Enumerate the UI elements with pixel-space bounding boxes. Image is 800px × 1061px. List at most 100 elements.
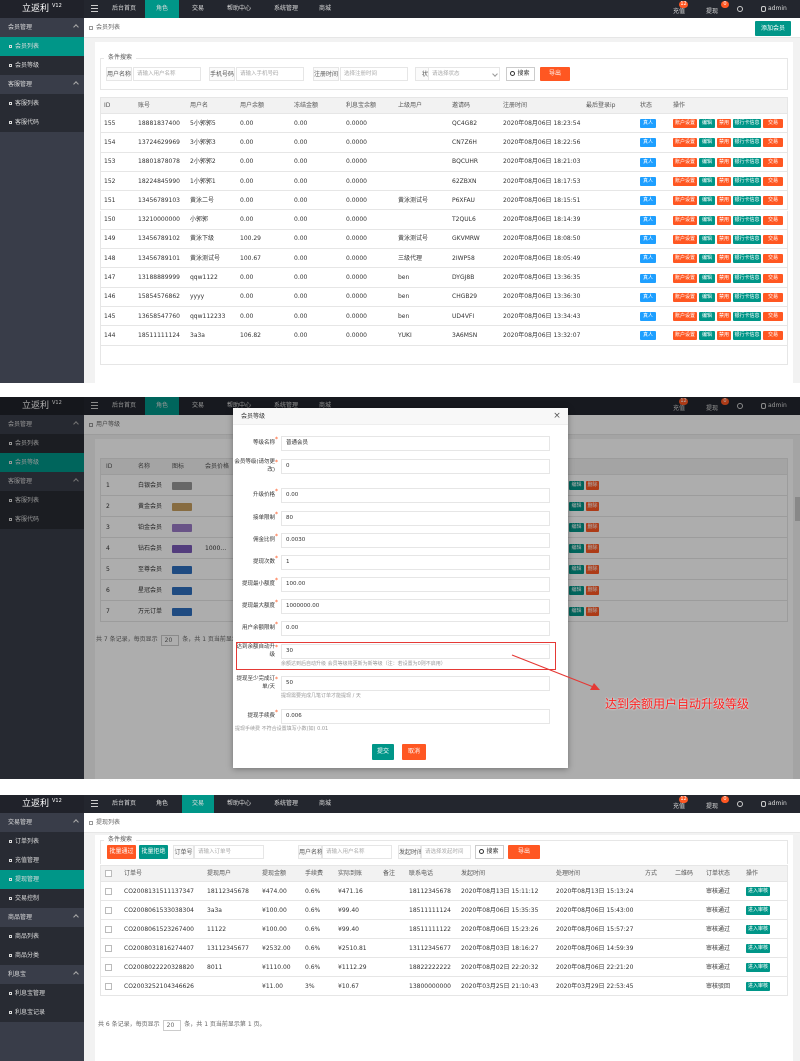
sidebar-item[interactable]: 利息宝管理 (0, 984, 84, 1003)
action-button[interactable]: 账户设置 (673, 273, 697, 283)
action-button[interactable]: 银行卡信息 (733, 331, 761, 341)
action-button[interactable]: 账户设置 (673, 312, 697, 322)
submit-button[interactable]: 提交 (372, 744, 394, 760)
refresh-icon[interactable] (737, 6, 743, 12)
sidebar-item[interactable]: 会员列表 (0, 37, 84, 56)
batch-approve-button[interactable]: 批量通过 (107, 845, 136, 859)
nav-item[interactable]: 系统管理 (273, 800, 298, 807)
sidebar-group[interactable]: 会员管理 (8, 421, 33, 428)
action-button[interactable]: 编辑 (699, 177, 715, 186)
action-button[interactable]: 编辑 (699, 138, 715, 148)
sidebar-item[interactable]: 充值管理 (0, 851, 84, 870)
action-button[interactable]: 银行卡信息 (733, 273, 761, 283)
nav-item[interactable]: 交易 (191, 402, 204, 409)
refresh-icon[interactable] (737, 403, 743, 409)
field-input[interactable]: 0 (281, 459, 550, 474)
nav-item[interactable]: 角色 (145, 0, 179, 18)
text-input[interactable]: 请输入手机号码 (236, 67, 304, 81)
action-button[interactable]: 禁用 (717, 196, 731, 206)
sidebar-item[interactable]: 会员等级 (0, 56, 84, 75)
action-button[interactable]: 禁用 (717, 292, 731, 302)
sidebar-item[interactable]: 会员等级 (0, 453, 84, 472)
action-button[interactable]: 编辑 (699, 157, 715, 167)
sidebar-item[interactable]: 商品列表 (0, 927, 84, 946)
action-button[interactable]: 禁用 (717, 273, 731, 283)
action-button[interactable]: 账户设置 (673, 177, 697, 186)
action-button[interactable]: 交易 (763, 331, 783, 341)
add-member-button[interactable]: 添加会员 (755, 21, 791, 36)
action-button[interactable]: 银行卡信息 (733, 292, 761, 302)
action-button[interactable]: 删除 (586, 523, 599, 532)
sidebar-item[interactable]: 客服列表 (0, 94, 84, 113)
review-button[interactable]: 进入审核 (746, 982, 770, 991)
nav-item[interactable]: 帮助中心 (226, 5, 251, 12)
cancel-button[interactable]: 取消 (402, 744, 426, 760)
action-button[interactable]: 禁用 (717, 138, 731, 148)
status-tag[interactable]: 真人 (640, 331, 656, 341)
action-button[interactable]: 编辑 (699, 254, 715, 264)
action-button[interactable]: 禁用 (717, 254, 731, 264)
sidebar-item[interactable]: 订单列表 (0, 832, 84, 851)
action-button[interactable]: 编辑 (699, 196, 715, 206)
action-button[interactable]: 禁用 (717, 234, 731, 244)
sidebar-item[interactable]: 商品分类 (0, 946, 84, 965)
status-tag[interactable]: 真人 (640, 177, 656, 186)
checkbox[interactable] (105, 945, 112, 952)
search-button[interactable]: 搜索 (506, 67, 535, 81)
field-input[interactable]: 1 (281, 555, 550, 570)
nav-item[interactable]: 交易 (182, 795, 214, 813)
nav-item[interactable]: 系统管理 (273, 5, 298, 12)
nav-item[interactable]: 帮助中心 (226, 402, 251, 409)
search-button[interactable]: 搜索 (475, 845, 504, 859)
status-tag[interactable]: 真人 (640, 215, 656, 225)
action-button[interactable]: 禁用 (717, 312, 731, 322)
review-button[interactable]: 进入审核 (746, 887, 770, 896)
sidebar-group[interactable]: 交易管理 (8, 819, 33, 826)
action-button[interactable]: 银行卡信息 (733, 138, 761, 148)
action-button[interactable]: 账户设置 (673, 292, 697, 302)
action-button[interactable]: 银行卡信息 (733, 157, 761, 167)
action-button[interactable]: 银行卡信息 (733, 215, 761, 225)
checkbox[interactable] (105, 964, 112, 971)
sidebar-item[interactable]: 客服代码 (0, 510, 84, 529)
sidebar-item[interactable]: 客服列表 (0, 491, 84, 510)
action-button[interactable]: 交易 (763, 273, 783, 283)
nav-item[interactable]: 帮助中心 (226, 800, 251, 807)
nav-item[interactable]: 后台首页 (111, 800, 136, 807)
status-tag[interactable]: 真人 (640, 292, 656, 302)
field-input[interactable]: 1000000.00 (281, 599, 550, 614)
field-input[interactable]: 30 (281, 644, 550, 659)
action-button[interactable]: 编辑 (699, 234, 715, 244)
action-button[interactable]: 账户设置 (673, 119, 697, 129)
action-button[interactable]: 编辑 (569, 607, 584, 616)
action-button[interactable]: 禁用 (717, 331, 731, 341)
action-button[interactable]: 账户设置 (673, 215, 697, 225)
review-button[interactable]: 进入审核 (746, 963, 770, 972)
action-button[interactable]: 禁用 (717, 157, 731, 167)
action-button[interactable]: 编辑 (699, 312, 715, 322)
text-input[interactable]: 请输入用户名称 (322, 845, 392, 859)
action-button[interactable]: 编辑 (699, 273, 715, 283)
breadcrumb-tab[interactable]: 用户等级 (96, 421, 121, 428)
page-size-select[interactable]: 20 (162, 1019, 182, 1031)
action-button[interactable]: 交易 (763, 157, 783, 167)
field-input[interactable]: 0.00 (281, 488, 550, 503)
sidebar-item[interactable]: 提现管理 (0, 870, 84, 889)
action-button[interactable]: 禁用 (717, 177, 731, 186)
action-button[interactable]: 编辑 (699, 331, 715, 341)
page-size-select[interactable]: 20 (160, 634, 180, 646)
field-input[interactable]: 100.00 (281, 577, 550, 592)
text-input[interactable]: 选择注册时间 (340, 67, 408, 81)
nav-item[interactable]: 后台首页 (111, 5, 136, 12)
text-input[interactable]: 请选择状态 (428, 67, 500, 81)
action-button[interactable]: 银行卡信息 (733, 119, 761, 129)
action-button[interactable]: 编辑 (699, 119, 715, 129)
breadcrumb-tab[interactable]: 提现列表 (96, 819, 121, 826)
field-input[interactable]: 80 (281, 511, 550, 526)
action-button[interactable]: 编辑 (569, 502, 584, 511)
status-tag[interactable]: 真人 (640, 234, 656, 244)
nav-item[interactable]: 系统管理 (273, 402, 298, 409)
action-button[interactable]: 编辑 (699, 215, 715, 225)
status-tag[interactable]: 真人 (640, 312, 656, 322)
action-button[interactable]: 编辑 (569, 586, 584, 595)
